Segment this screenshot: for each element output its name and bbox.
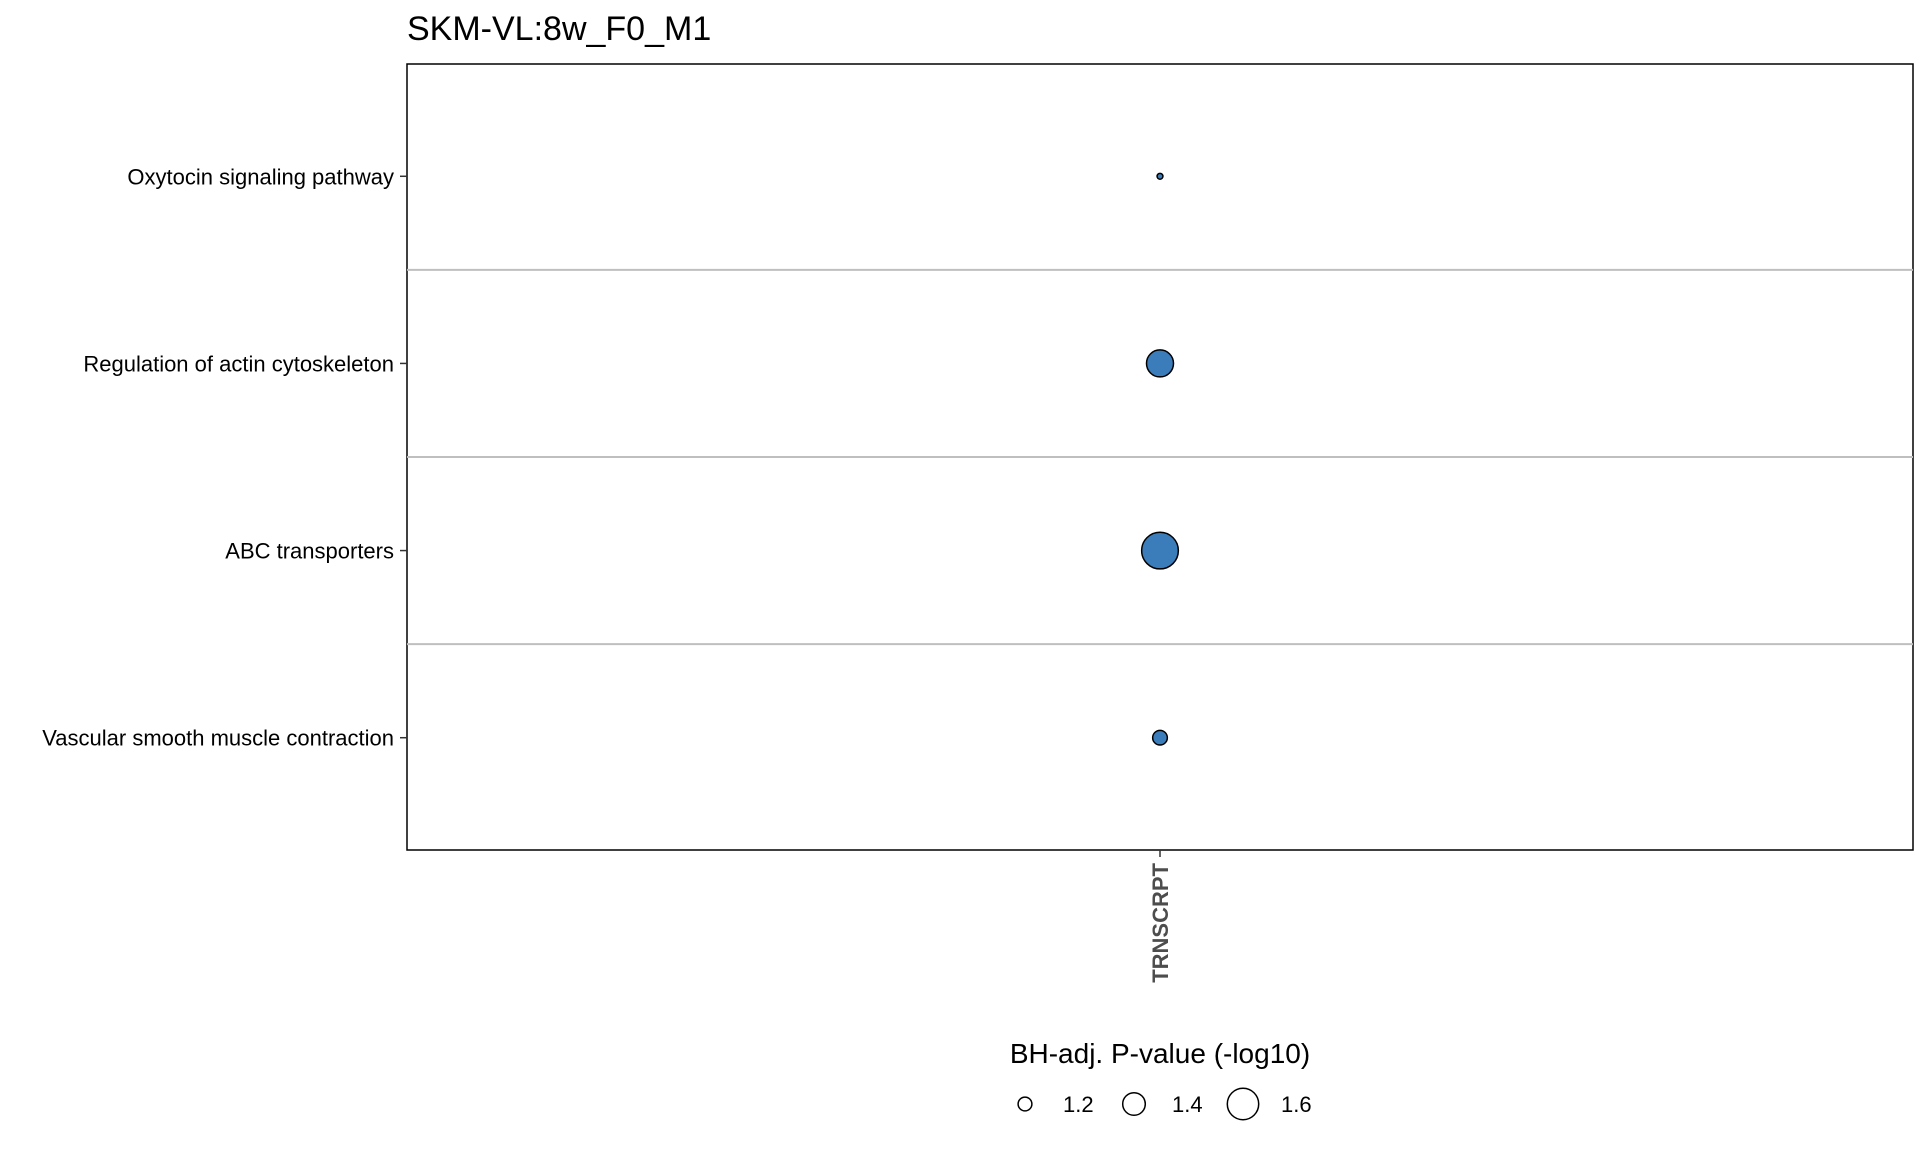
y-axis: Oxytocin signaling pathway Regulation of … <box>42 164 407 751</box>
y-tick-label: Vascular smooth muscle contraction <box>42 726 394 751</box>
legend-key-label: 1.6 <box>1281 1092 1312 1117</box>
data-point <box>1145 349 1175 378</box>
legend-key-label: 1.4 <box>1172 1092 1203 1117</box>
data-point <box>1151 729 1169 746</box>
legend-key-circle <box>1226 1087 1260 1121</box>
size-legend: BH-adj. P-value (-log10) 1.2 1.4 1.6 <box>1010 1038 1312 1121</box>
data-point <box>1156 172 1164 180</box>
data-point <box>1140 531 1180 570</box>
y-tick-label: Regulation of actin cytoskeleton <box>83 351 394 376</box>
data-points <box>1140 172 1180 746</box>
chart-title: SKM-VL:8w_F0_M1 <box>407 10 711 48</box>
legend-key-circle <box>1017 1096 1033 1112</box>
y-tick-label: Oxytocin signaling pathway <box>127 164 394 189</box>
legend-keys: 1.2 1.4 1.6 <box>1017 1087 1312 1121</box>
legend-key-label: 1.2 <box>1063 1092 1094 1117</box>
legend-key-circle <box>1121 1091 1147 1117</box>
x-tick-label: TRNSCRPT <box>1148 862 1173 982</box>
legend-title: BH-adj. P-value (-log10) <box>1010 1038 1310 1069</box>
category-separators <box>407 268 1913 646</box>
x-axis: TRNSCRPT <box>1148 850 1173 983</box>
y-tick-label: ABC transporters <box>225 539 394 564</box>
